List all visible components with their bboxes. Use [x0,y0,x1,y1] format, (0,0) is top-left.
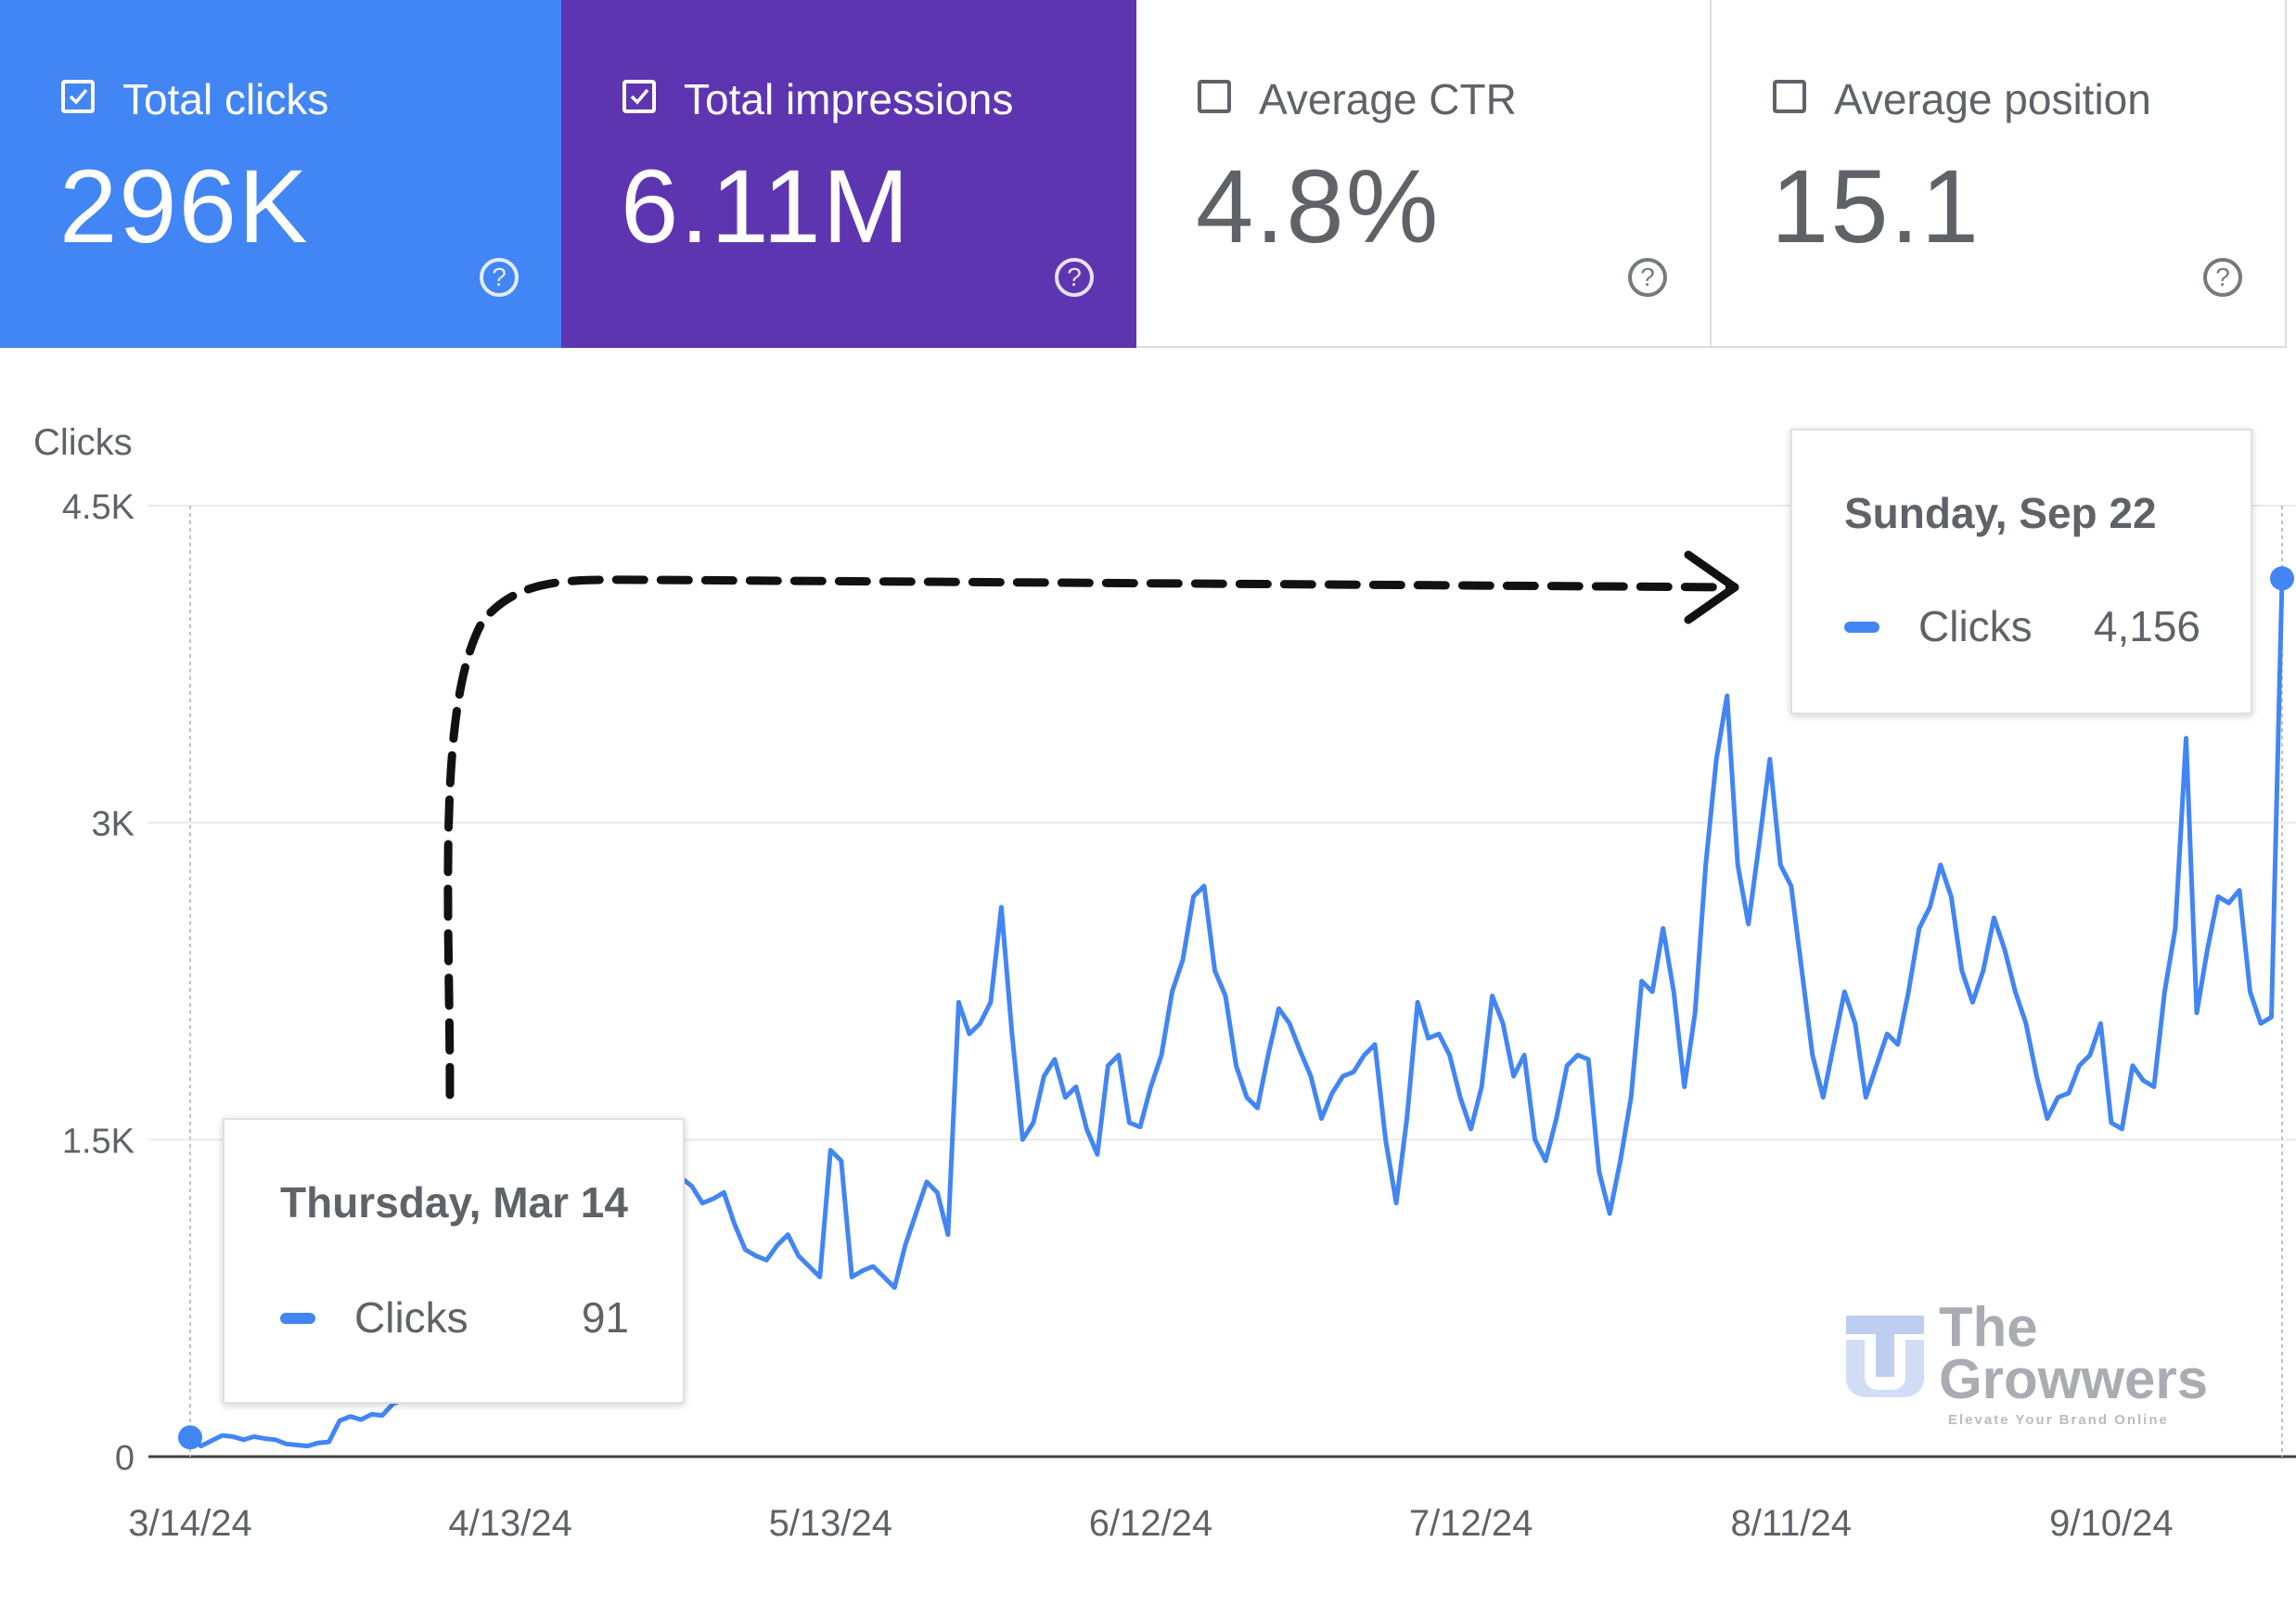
tooltip-end: Sunday, Sep 22 Clicks 4,156 [1790,429,2252,714]
average-ctr-card[interactable]: Average CTR 4.8% ? [1136,0,1712,348]
x-tick-label: 9/10/24 [2049,1503,2173,1544]
help-icon[interactable]: ? [1628,258,1667,297]
y-axis-title: Clicks [33,422,133,463]
x-tick-label: 8/11/24 [1731,1503,1853,1544]
y-tick-label: 4.5K [62,488,135,527]
total-clicks-card[interactable]: Total clicks 296K ? [0,0,561,348]
help-icon[interactable]: ? [1055,258,1094,297]
y-tick-label: 1.5K [62,1122,135,1161]
y-axis-ticks: 0 1.5K 3K 4.5K [62,488,135,1478]
tooltip-series-label: Clicks [1918,602,2033,650]
help-icon[interactable]: ? [2203,258,2242,297]
metric-value: 4.8% [1196,148,1441,264]
x-tick-label: 6/12/24 [1089,1503,1212,1544]
growwers-logo-icon [1846,1316,1924,1397]
metric-label: Total clicks [122,75,329,123]
checkbox-checked-icon[interactable] [61,80,95,113]
x-tick-label: 5/13/24 [769,1503,892,1544]
metric-label: Average position [1834,75,2151,123]
checkbox-checked-icon[interactable] [622,80,656,113]
metric-value: 6.11M [621,148,911,264]
logo-text-line1: The [1939,1296,2038,1358]
total-impressions-card[interactable]: Total impressions 6.11M ? [561,0,1136,348]
metric-label: Average CTR [1259,75,1517,123]
tooltip-series-label: Clicks [354,1293,468,1342]
logo-text-line2: Growwers [1939,1348,2209,1410]
x-tick-label: 4/13/24 [448,1503,571,1544]
watermark-logo: The Growwers Elevate Your Brand Online [1835,1299,2262,1429]
series-swatch-icon [280,1313,315,1324]
y-tick-label: 0 [115,1439,135,1478]
arrow-annotation-line [443,575,1739,1099]
x-tick-label: 7/12/24 [1409,1503,1533,1544]
checkbox-unchecked-icon[interactable] [1198,80,1231,113]
tooltip-date: Sunday, Sep 22 [1844,489,2157,537]
tooltip-value: 4,156 [2093,602,2200,650]
tooltip-start: Thursday, Mar 14 Clicks 91 [223,1118,685,1404]
arrow-head-icon [1684,550,1739,624]
start-highlight-point [178,1425,202,1450]
y-tick-label: 3K [92,805,135,844]
x-tick-label: 3/14/24 [128,1503,251,1544]
clicks-line-chart: Clicks 0 1.5K 3K 4.5K 3/14/24 4/13/24 5/13/24… [33,422,2296,1544]
tooltip-date: Thursday, Mar 14 [280,1178,628,1227]
checkbox-unchecked-icon[interactable] [1773,80,1806,113]
metric-cards: Total clicks 296K ? Total impressions 6.… [0,0,2296,348]
metric-value: 296K [59,148,310,264]
tooltip-value: 91 [581,1293,629,1342]
metric-value: 15.1 [1771,148,1981,264]
logo-tagline: Elevate Your Brand Online [1948,1412,2169,1428]
metric-label: Total impressions [684,75,1014,123]
series-swatch-icon [1844,622,1879,633]
average-position-card[interactable]: Average position 15.1 ? [1712,0,2287,348]
x-axis-ticks: 3/14/24 4/13/24 5/13/24 6/12/24 7/12/24 8/11/… [128,1503,2173,1544]
end-highlight-point [2270,566,2294,591]
help-icon[interactable]: ? [480,258,519,297]
